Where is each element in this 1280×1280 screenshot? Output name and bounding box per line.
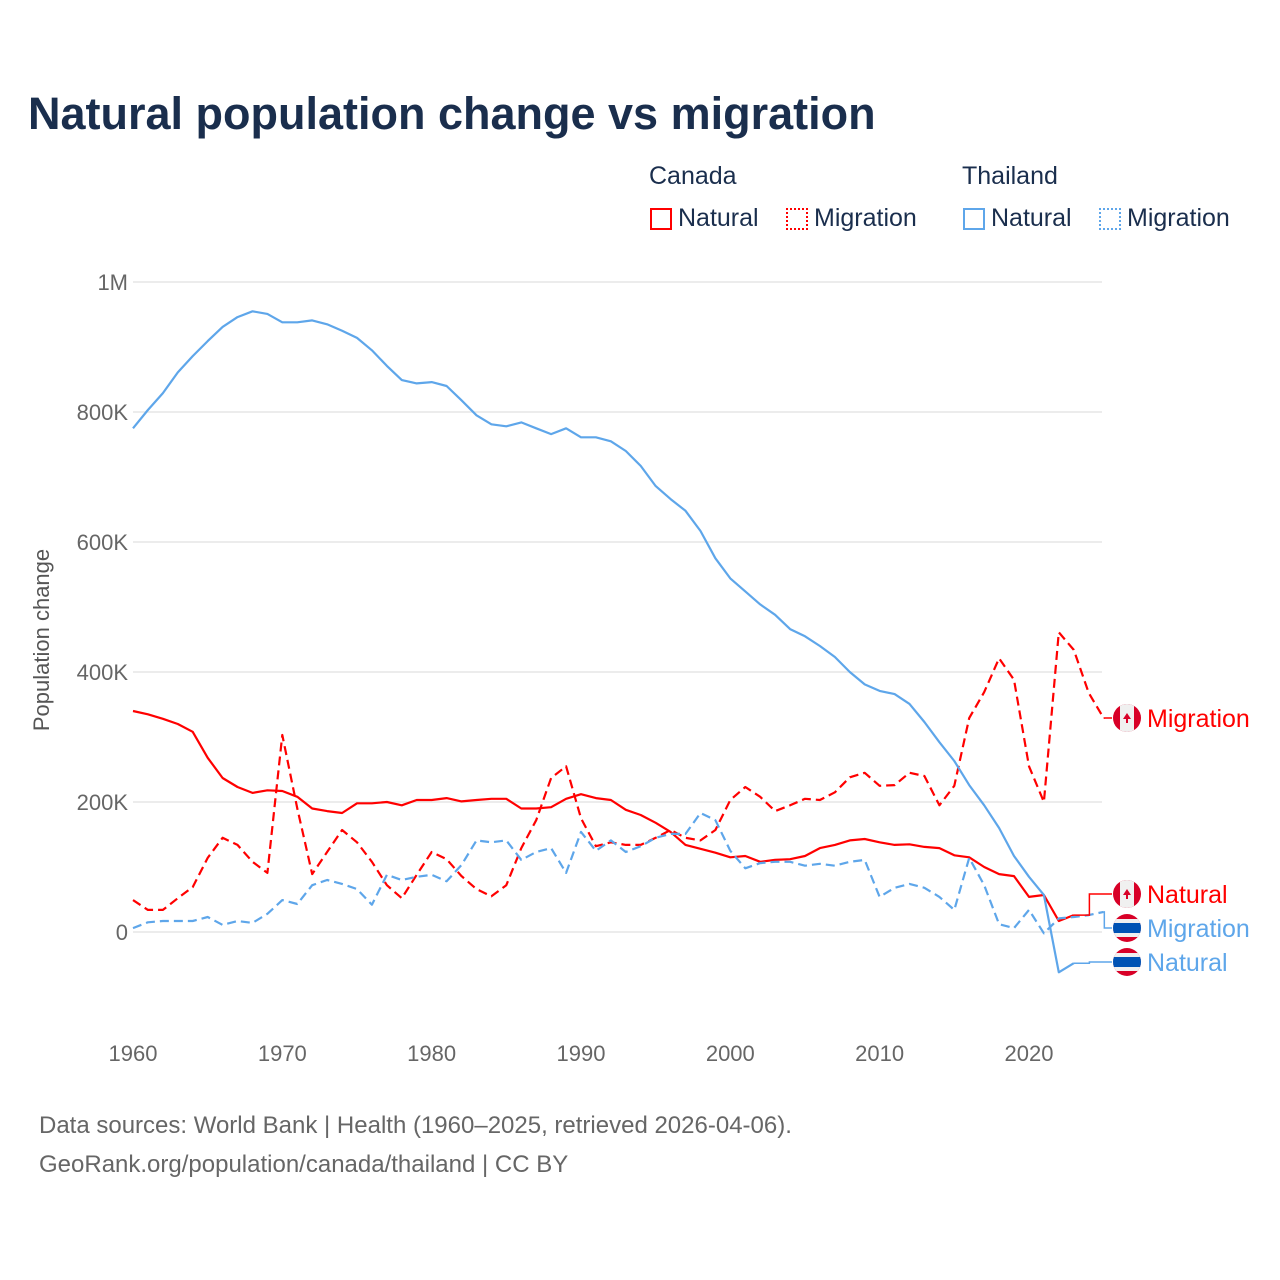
- maple-leaf-icon: [1123, 889, 1131, 899]
- x-tick-label: 2000: [706, 1041, 755, 1066]
- y-tick-label: 1M: [97, 270, 128, 295]
- y-tick-label: 400K: [77, 660, 129, 685]
- label-connector: [1073, 893, 1112, 916]
- flag-icon-thailand: [1113, 914, 1141, 942]
- series-line-thailand-natural: [132, 310, 1075, 974]
- legend-thailand-migration[interactable]: Migration: [1099, 204, 1230, 233]
- series-line-canada-natural: [132, 709, 1075, 923]
- flag: [1113, 880, 1141, 908]
- flag: [1113, 914, 1141, 942]
- flag: [1113, 948, 1141, 976]
- flag-icon-canada: [1113, 704, 1141, 732]
- legend-thailand-natural[interactable]: Natural: [963, 204, 1072, 233]
- label-connector: [1103, 911, 1112, 929]
- x-tick-label: 1970: [258, 1041, 307, 1066]
- x-tick-label: 2010: [855, 1041, 904, 1066]
- series-line-thailand-migration: [132, 811, 1104, 935]
- legend-group-canada: Canada: [649, 162, 737, 190]
- flag-icon-canada: [1113, 880, 1141, 908]
- x-tick-label: 1960: [109, 1041, 158, 1066]
- legend-swatch-solid: [963, 207, 985, 230]
- legend-group-thailand: Thailand: [962, 162, 1058, 190]
- y-tick-label: 0: [116, 920, 128, 945]
- legend-canada-natural[interactable]: Natural: [650, 204, 759, 233]
- x-tick-label: 1980: [407, 1041, 456, 1066]
- x-tick-label: 1990: [557, 1041, 606, 1066]
- footer-sources: Data sources: World Bank | Health (1960–…: [39, 1112, 792, 1139]
- footer: Data sources: World Bank | Health (1960–…: [39, 1106, 792, 1184]
- y-tick-label: 800K: [77, 400, 129, 425]
- legend-swatch-dotted: [786, 207, 808, 230]
- flag-icon-thailand: [1113, 948, 1141, 976]
- y-tick-label: 200K: [77, 790, 129, 815]
- series-line-canada-migration: [132, 631, 1105, 912]
- end-label-canada-migration: Migration: [1147, 705, 1250, 733]
- footer-link[interactable]: GeoRank.org/population/canada/thailand |…: [39, 1151, 569, 1178]
- flag-blue: [1113, 923, 1141, 933]
- legend-canada-migration[interactable]: Migration: [786, 204, 917, 233]
- legend-swatch-dotted: [1099, 207, 1121, 230]
- maple-leaf-icon: [1123, 713, 1131, 723]
- legend-label: Migration: [814, 204, 917, 232]
- chart-title: Natural population change vs migration: [28, 88, 876, 139]
- legend-label: Natural: [678, 204, 759, 232]
- legend-label: Migration: [1127, 204, 1230, 232]
- y-tick-label: 600K: [77, 530, 129, 555]
- end-label-thailand-migration: Migration: [1147, 915, 1250, 943]
- legend-label: Natural: [991, 204, 1072, 232]
- end-label-canada-natural: Natural: [1147, 881, 1228, 909]
- label-connector: [1073, 961, 1112, 964]
- end-label-thailand-natural: Natural: [1147, 949, 1228, 977]
- flag-blue: [1113, 957, 1141, 967]
- x-tick-label: 2020: [1005, 1041, 1054, 1066]
- legend-swatch-solid: [650, 207, 672, 230]
- flag: [1113, 704, 1141, 732]
